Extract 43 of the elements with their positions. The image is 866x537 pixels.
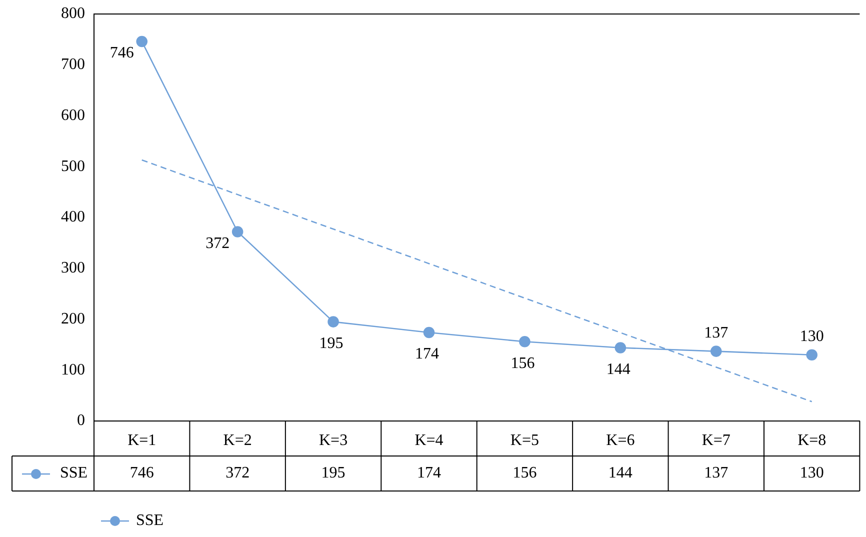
- data-label: 746: [130, 464, 154, 482]
- x-tick-label: K=1: [128, 432, 156, 449]
- x-tick-label: K=7: [702, 432, 730, 449]
- text: 144: [606, 360, 630, 378]
- data-label: 130: [800, 464, 824, 482]
- x-tick-label: K=6: [606, 432, 635, 449]
- text: 137: [704, 324, 728, 342]
- point: [806, 349, 818, 361]
- point: [328, 316, 339, 328]
- point: [614, 342, 626, 354]
- text: 174: [414, 346, 439, 363]
- text: 746: [110, 44, 134, 62]
- data-label: 195: [321, 464, 346, 482]
- y-tick-label: 400: [61, 208, 85, 226]
- text: SSE: [136, 512, 164, 529]
- text: 130: [800, 328, 824, 346]
- y-tick-label: 200: [61, 310, 85, 328]
- point: [519, 336, 530, 348]
- data-label: 372: [226, 464, 250, 482]
- data-label: 137: [704, 464, 728, 482]
- legend-label: SSE: [60, 464, 88, 482]
- y-tick-label: 300: [61, 260, 85, 277]
- y-tick-label: 500: [61, 158, 85, 175]
- data-label: 156: [512, 464, 537, 482]
- point: [232, 226, 244, 238]
- x-tick-label: K=3: [318, 432, 348, 449]
- data-label: 174: [416, 464, 441, 482]
- data-label: 144: [608, 464, 632, 482]
- y-tick-label: 0: [77, 412, 85, 430]
- text: 372: [206, 234, 230, 252]
- x-tick-label: K=8: [798, 432, 826, 449]
- x-tick-label: K=5: [510, 432, 539, 449]
- point: [710, 346, 722, 357]
- x-tick-label: K=2: [223, 432, 252, 449]
- y-tick-label: 700: [61, 56, 85, 74]
- point: [423, 326, 435, 338]
- text: 195: [319, 334, 344, 352]
- y-tick-label: 600: [61, 106, 85, 124]
- y-tick-label: 100: [61, 361, 85, 378]
- x-tick-label: K=4: [414, 432, 444, 449]
- y-tick-label: 800: [61, 5, 85, 22]
- point: [136, 36, 148, 48]
- text: 156: [510, 354, 535, 372]
